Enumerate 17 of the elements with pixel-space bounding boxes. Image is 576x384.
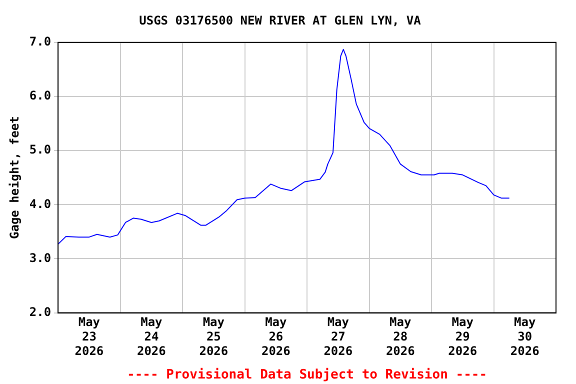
x-tick-label: May 30 2026 <box>510 315 540 358</box>
y-tick-label: 3.0 <box>29 250 52 265</box>
text: ---- Provisional Data Subject to Revision ---- <box>127 367 488 382</box>
x-tick-label: May 23 2026 <box>74 315 104 358</box>
chart-title: USGS 03176500 NEW RIVER AT GLEN LYN, VA <box>139 13 422 28</box>
y-axis-title: Gage height, feet <box>7 116 22 240</box>
y-tick-label: 2.0 <box>29 304 52 319</box>
y-tick-label: 6.0 <box>29 88 52 103</box>
x-tick-label: May 27 2026 <box>324 315 353 358</box>
x-tick-label: May 24 2026 <box>136 315 166 358</box>
x-tick-label: May 29 2026 <box>448 315 478 358</box>
x-tick-label: May 25 2026 <box>199 315 228 358</box>
y-tick-label: 7.0 <box>29 34 52 49</box>
x-tick-label: May 28 2026 <box>386 315 415 358</box>
x-tick-label: May 26 2026 <box>261 315 290 358</box>
y-tick-label: 4.0 <box>29 196 52 211</box>
y-tick-label: 5.0 <box>29 142 52 157</box>
